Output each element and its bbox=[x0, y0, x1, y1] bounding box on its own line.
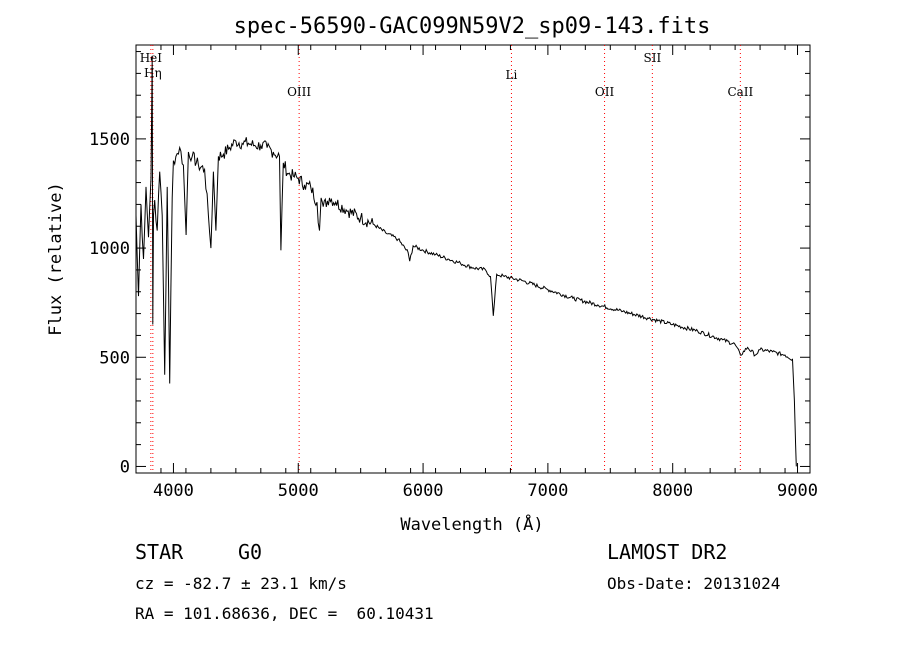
x-tick-label-5: 9000 bbox=[777, 481, 818, 501]
series-group bbox=[135, 55, 797, 467]
x-tick-label-2: 6000 bbox=[403, 481, 444, 501]
y-tick-label-2: 1000 bbox=[89, 239, 130, 259]
object-subclass: G0 bbox=[238, 540, 263, 564]
x-axis-title: Wavelength (Å) bbox=[400, 513, 543, 535]
plot-frame bbox=[135, 44, 811, 474]
line-marker-label-2: OIII bbox=[287, 85, 311, 99]
x-tick-label-3: 7000 bbox=[527, 481, 568, 501]
line-marker-label-0: HeI bbox=[140, 51, 163, 65]
x-tick-label-0: 4000 bbox=[153, 481, 194, 501]
obs-date: Obs-Date: 20131024 bbox=[607, 574, 781, 593]
coordinates: RA = 101.68636, DEC = 60.10431 bbox=[135, 604, 434, 623]
y-tick-label-3: 1500 bbox=[89, 130, 130, 150]
line-marker-label-3: Li bbox=[506, 68, 518, 82]
x-tick-label-1: 5000 bbox=[278, 481, 319, 501]
survey-name: LAMOST DR2 bbox=[607, 540, 728, 564]
line-marker-label-1: Hη bbox=[144, 66, 162, 80]
y-tick-label-1: 500 bbox=[99, 348, 130, 368]
line-marker-label-5: SII bbox=[644, 51, 662, 65]
chart-title: spec-56590-GAC099N59V2_sp09-143.fits bbox=[234, 14, 711, 39]
y-tick-label-0: 0 bbox=[120, 457, 130, 477]
series-line-0 bbox=[135, 55, 797, 467]
line-marker-label-4: OII bbox=[595, 85, 615, 99]
redshift-text: cz = -82.7 ± 23.1 km/s bbox=[135, 574, 347, 593]
axis-ticks: 4000 5000 6000 7000 8000 9000 0 500 1000 1500 bbox=[89, 45, 818, 501]
y-axis-title: Flux (relative) bbox=[46, 182, 66, 336]
x-tick-label-4: 8000 bbox=[652, 481, 693, 501]
line-marker-label-6: CaII bbox=[727, 85, 753, 99]
object-class: STAR bbox=[135, 540, 184, 564]
